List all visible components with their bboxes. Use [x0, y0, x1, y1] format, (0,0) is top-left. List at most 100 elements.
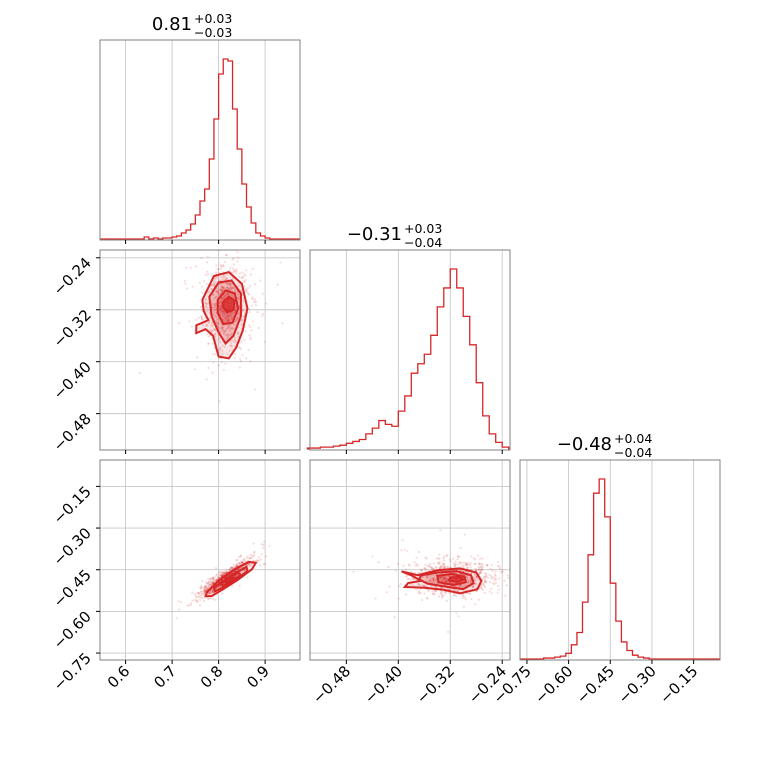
- sample-point: [222, 287, 225, 290]
- sample-point: [254, 304, 258, 307]
- sample-point: [462, 605, 465, 608]
- sample-point: [230, 318, 234, 321]
- sample-point: [237, 299, 240, 302]
- sample-point: [454, 563, 457, 566]
- sample-point: [233, 263, 236, 266]
- sample-point: [426, 577, 429, 580]
- sample-point: [228, 319, 231, 322]
- sample-point: [219, 300, 222, 303]
- sample-point: [207, 582, 210, 585]
- sample-point: [210, 583, 213, 586]
- joint-content: [352, 529, 510, 634]
- sample-point: [217, 291, 220, 295]
- sample-point: [236, 317, 239, 320]
- sample-point: [222, 275, 225, 278]
- sample-point: [220, 327, 224, 330]
- sample-point: [431, 592, 434, 595]
- sample-point: [239, 560, 243, 563]
- sample-point: [186, 287, 189, 290]
- sample-point: [221, 574, 224, 577]
- sample-point: [471, 585, 475, 588]
- sample-point: [253, 282, 257, 286]
- sample-point: [431, 576, 434, 580]
- sample-point: [225, 570, 228, 573]
- sample-point: [457, 563, 460, 566]
- sample-point: [209, 579, 212, 582]
- sample-point: [241, 561, 244, 564]
- sample-point: [223, 329, 226, 332]
- sample-point: [468, 579, 471, 582]
- sample-point: [215, 276, 219, 279]
- sample-point: [403, 548, 406, 551]
- sample-point: [459, 584, 462, 587]
- sample-point: [227, 286, 231, 289]
- x-tick-label: −0.45: [573, 662, 618, 707]
- sample-point: [221, 310, 225, 313]
- sample-point: [215, 271, 218, 274]
- sample-point: [230, 345, 233, 348]
- sample-point: [209, 597, 213, 600]
- sample-point: [241, 354, 244, 357]
- sample-point: [371, 555, 374, 558]
- sample-point: [227, 283, 230, 286]
- sample-point: [276, 283, 279, 286]
- sample-point: [247, 293, 250, 296]
- sample-point: [201, 318, 204, 321]
- sample-point: [215, 290, 218, 293]
- sample-point: [204, 273, 207, 276]
- panel-background: [520, 460, 720, 660]
- sample-point: [242, 558, 246, 561]
- sample-point: [220, 289, 224, 292]
- sample-point: [430, 577, 433, 580]
- sample-point: [484, 575, 487, 578]
- sample-point: [232, 327, 235, 330]
- sample-point: [496, 591, 499, 594]
- sample-point: [268, 545, 271, 548]
- sample-point: [440, 590, 443, 593]
- sample-point: [213, 282, 216, 285]
- sample-point: [200, 585, 203, 588]
- sample-point: [223, 572, 226, 575]
- sample-point: [220, 574, 223, 577]
- sample-point: [377, 561, 380, 564]
- sample-point: [211, 299, 214, 302]
- panel-frame: [99, 459, 301, 661]
- sample-point: [467, 566, 470, 569]
- sample-point: [229, 266, 232, 270]
- sample-point: [247, 324, 250, 327]
- sample-point: [465, 575, 468, 578]
- sample-point: [222, 571, 225, 574]
- sample-point: [217, 268, 220, 271]
- sample-point: [221, 326, 224, 330]
- sample-point: [254, 559, 257, 562]
- sample-point: [227, 326, 230, 329]
- sample-point: [449, 566, 453, 569]
- sample-point: [223, 312, 226, 316]
- sample-point: [248, 334, 251, 337]
- sample-point: [213, 281, 216, 284]
- sample-point: [230, 287, 234, 290]
- sample-point: [491, 581, 495, 585]
- sample-point: [211, 590, 214, 593]
- sample-point: [466, 579, 470, 582]
- sample-point: [490, 564, 493, 567]
- panel-background: [310, 460, 510, 660]
- sample-point: [237, 330, 240, 334]
- sample-point: [419, 591, 422, 595]
- sample-point: [220, 302, 223, 305]
- sample-point: [198, 595, 201, 598]
- sample-point: [232, 340, 235, 343]
- sample-point: [195, 599, 198, 602]
- sample-point: [417, 582, 420, 586]
- sample-point: [227, 335, 230, 338]
- sample-point: [243, 274, 246, 277]
- sample-point: [208, 583, 211, 587]
- sample-point: [245, 557, 248, 560]
- sample-point: [468, 580, 471, 583]
- sample-point: [228, 569, 231, 572]
- sample-point: [249, 325, 252, 329]
- sample-point: [425, 575, 428, 578]
- sample-point: [216, 290, 219, 293]
- sample-point: [210, 284, 213, 287]
- sample-point: [507, 576, 510, 579]
